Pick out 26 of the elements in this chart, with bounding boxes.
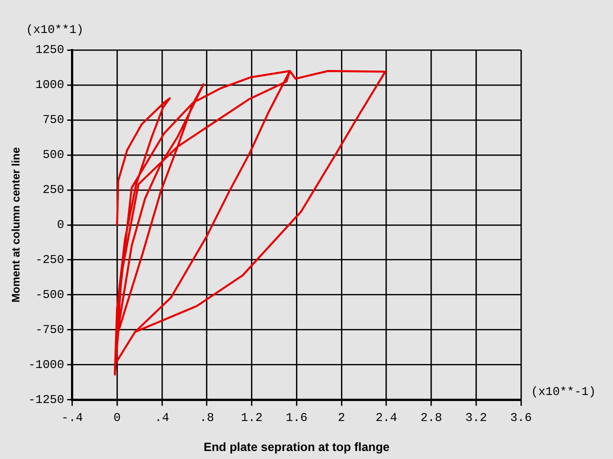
x-tick-label: 1.2 [240, 410, 263, 425]
y-tick-label: 0 [57, 218, 64, 232]
y-tick-label: 500 [42, 148, 64, 162]
y-tick-label: 1000 [35, 78, 64, 92]
y-tick-label: 750 [42, 113, 64, 128]
x-tick-label: 0 [113, 410, 121, 425]
x-axis-title: End plate sepration at top flange [204, 440, 390, 454]
x-tick-label: 1.6 [286, 410, 308, 425]
text: (x10**-1) [531, 384, 596, 399]
x-tick-label: 2.4 [376, 410, 398, 425]
text: (x10**1) [26, 23, 84, 38]
y-tick-label: 1250 [35, 43, 64, 58]
x-tick-label: 3.6 [510, 410, 532, 425]
y-tick-label: 250 [42, 183, 64, 198]
y-tick-label: -750 [35, 323, 64, 338]
x-tick-label: .8 [200, 410, 214, 425]
y-tick-label: -500 [35, 288, 64, 302]
x-tick-label: 3.2 [465, 410, 487, 425]
y-tick-label: -250 [35, 253, 64, 268]
x-tick-label: -.4 [61, 410, 84, 425]
y-axis-title: Moment at column center line [10, 147, 23, 303]
y-tick-label: -1250 [28, 392, 64, 407]
x-tick-label: .4 [154, 410, 170, 425]
y-tick-label: -1000 [28, 358, 64, 372]
x-tick-label: 2 [338, 410, 346, 425]
x-tick-label: 2.8 [420, 410, 442, 425]
